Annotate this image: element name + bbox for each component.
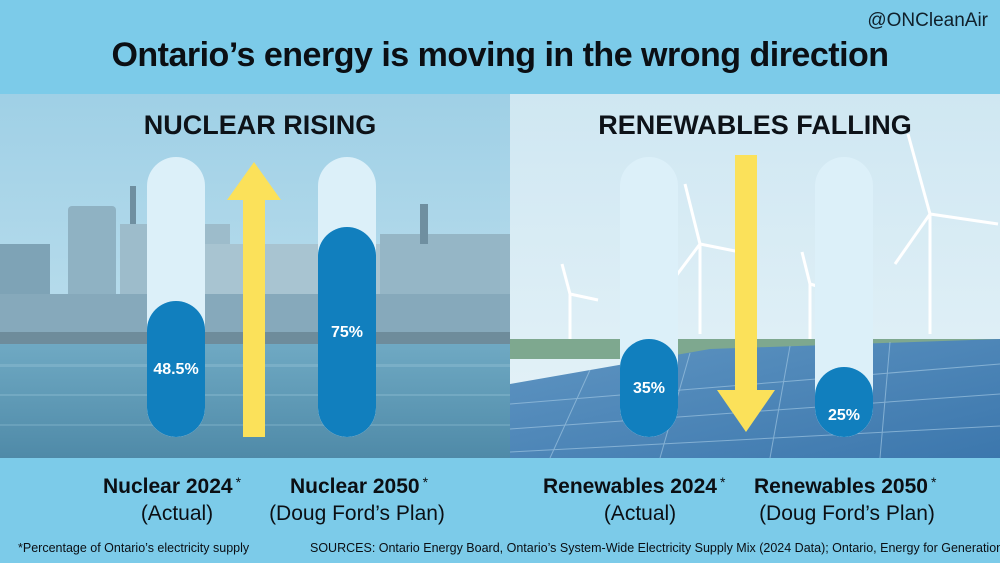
sources-citation: SOURCES: Ontario Energy Board, Ontario’s…: [310, 541, 1000, 555]
nuclear-2050-value-label: 75%: [330, 324, 364, 341]
nuclear-2050-bar: 75%: [318, 157, 376, 437]
up-arrow-icon: [227, 162, 281, 437]
down-arrow-icon: [717, 155, 775, 432]
nuclear-2050-bar-fill: [318, 227, 376, 437]
page-title: Ontario’s energy is moving in the wrong …: [111, 36, 889, 74]
renewables-2050-value-label: 25%: [827, 407, 861, 424]
renewables-2050-label: Renewables 2050 *: [754, 474, 937, 498]
nuclear-2024-value-label: 48.5%: [153, 361, 199, 378]
renewables-2050-sublabel: (Doug Ford’s Plan): [759, 502, 935, 525]
nuclear-2024-bar: 48.5%: [147, 157, 205, 437]
renewables-2024-value-label: 35%: [632, 380, 666, 397]
nuclear-2024-bar-fill: [147, 301, 205, 437]
renewables-2024-bar: 35%: [620, 157, 678, 437]
renewables-2024-sublabel: (Actual): [603, 502, 677, 525]
nuclear-2024-label: Nuclear 2024 *: [103, 474, 242, 498]
social-handle: @ONCleanAir: [867, 10, 988, 31]
nuclear-heading: NUCLEAR RISING: [143, 110, 377, 140]
renewables-2024-bar-fill: [620, 339, 678, 437]
footnote: *Percentage of Ontario’s electricity sup…: [18, 541, 250, 555]
nuclear-2024-sublabel: (Actual): [140, 502, 214, 525]
renewables-2050-bar: 25%: [815, 157, 873, 437]
nuclear-2050-label: Nuclear 2050 *: [290, 474, 429, 498]
nuclear-2050-sublabel: (Doug Ford’s Plan): [269, 502, 445, 525]
renewables-heading: RENEWABLES FALLING: [598, 110, 912, 140]
renewables-2024-label: Renewables 2024 *: [543, 474, 726, 498]
renewables-2050-bar-fill: [815, 367, 873, 437]
